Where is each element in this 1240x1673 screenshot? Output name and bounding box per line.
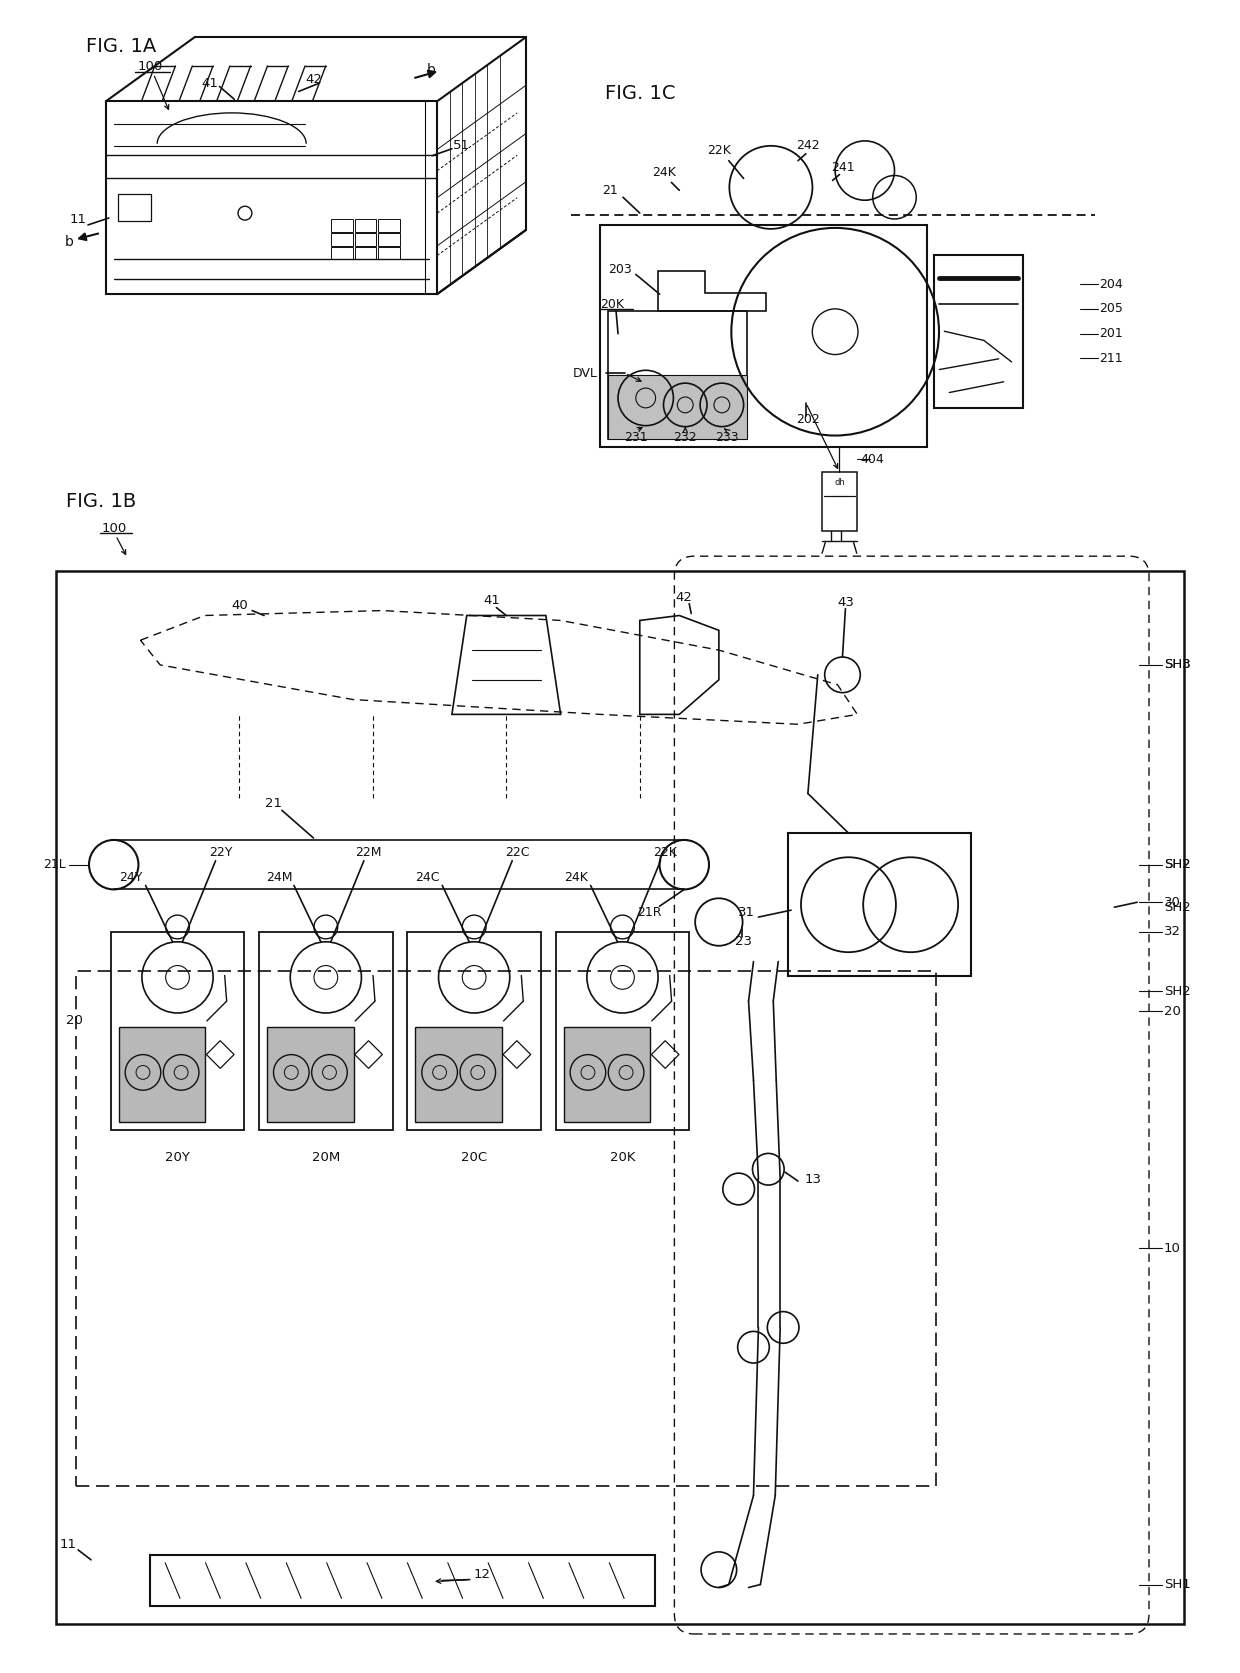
Text: 20K: 20K: [610, 1151, 635, 1164]
Text: 24K: 24K: [564, 872, 588, 883]
Text: 204: 204: [1100, 278, 1123, 291]
Text: SH2: SH2: [1164, 985, 1190, 997]
Text: 22M: 22M: [356, 847, 382, 860]
Bar: [355, 248, 376, 259]
Text: 231: 231: [624, 432, 647, 443]
Bar: [331, 248, 352, 259]
Bar: [118, 194, 151, 221]
Bar: [150, 1554, 655, 1606]
Text: 232: 232: [673, 432, 697, 443]
Text: FIG. 1B: FIG. 1B: [66, 492, 136, 512]
Bar: [259, 932, 393, 1129]
Bar: [822, 472, 857, 532]
Text: 21: 21: [265, 796, 283, 810]
Text: 20M: 20M: [311, 1151, 340, 1164]
Text: FIG. 1A: FIG. 1A: [86, 37, 156, 57]
Text: 21: 21: [603, 184, 618, 197]
Text: 100: 100: [102, 522, 126, 535]
Text: 24Y: 24Y: [119, 872, 143, 883]
Text: b: b: [428, 62, 436, 77]
Text: 11: 11: [69, 214, 87, 226]
Text: 21L: 21L: [43, 858, 66, 872]
Text: FIG. 1C: FIG. 1C: [605, 84, 676, 104]
Text: 242: 242: [796, 139, 820, 152]
Text: DVL: DVL: [573, 366, 598, 380]
Text: SH2: SH2: [1164, 900, 1190, 913]
Text: 24C: 24C: [415, 872, 440, 883]
Bar: [608, 375, 746, 440]
Bar: [110, 932, 244, 1129]
Text: SH2: SH2: [1164, 858, 1190, 872]
Text: 12: 12: [474, 1568, 490, 1581]
Text: dh: dh: [835, 478, 844, 487]
Text: SH2: SH2: [1164, 858, 1190, 872]
Bar: [600, 224, 926, 447]
Text: 22C: 22C: [505, 847, 529, 860]
Bar: [935, 254, 1023, 408]
Text: 100: 100: [138, 60, 162, 74]
Bar: [608, 311, 746, 440]
Text: b: b: [64, 234, 73, 249]
Text: 11: 11: [60, 1539, 77, 1551]
Text: 20Y: 20Y: [165, 1151, 190, 1164]
Text: 10: 10: [1164, 1241, 1180, 1255]
Bar: [331, 219, 352, 233]
Text: 205: 205: [1100, 303, 1123, 316]
Bar: [331, 233, 352, 246]
Text: 31: 31: [738, 905, 755, 918]
Text: 21R: 21R: [637, 905, 662, 918]
Bar: [408, 932, 541, 1129]
Text: 211: 211: [1100, 351, 1123, 365]
Text: 404: 404: [861, 453, 884, 465]
Text: 202: 202: [796, 413, 820, 427]
Bar: [378, 233, 401, 246]
Text: 203: 203: [608, 263, 632, 276]
Text: 241: 241: [831, 161, 854, 174]
Bar: [556, 932, 689, 1129]
Bar: [564, 1027, 651, 1123]
Bar: [415, 1027, 502, 1123]
Text: 30: 30: [1164, 895, 1180, 908]
Bar: [267, 1027, 353, 1123]
Bar: [76, 972, 936, 1486]
Text: 20: 20: [66, 1014, 83, 1027]
Bar: [355, 233, 376, 246]
Bar: [56, 570, 1184, 1624]
Text: 23: 23: [735, 935, 753, 949]
Bar: [119, 1027, 206, 1123]
Text: 20C: 20C: [461, 1151, 487, 1164]
Text: 42: 42: [305, 74, 322, 85]
Text: 233: 233: [715, 432, 739, 443]
Text: 24M: 24M: [265, 872, 293, 883]
Text: SH1: SH1: [1164, 1578, 1190, 1591]
Text: 32: 32: [1164, 925, 1180, 939]
Text: 24K: 24K: [652, 166, 677, 179]
Text: 43: 43: [837, 596, 854, 609]
Text: 22Y: 22Y: [208, 847, 232, 860]
Bar: [355, 219, 376, 233]
Text: SH3: SH3: [1164, 659, 1190, 671]
Text: 13: 13: [805, 1173, 821, 1186]
Text: 40: 40: [231, 599, 248, 612]
Text: 51: 51: [454, 139, 470, 152]
Text: 22K: 22K: [707, 144, 730, 157]
Text: 42: 42: [676, 591, 693, 604]
Text: 41: 41: [201, 77, 218, 90]
Text: SH3: SH3: [1164, 659, 1190, 671]
Bar: [378, 248, 401, 259]
Text: 201: 201: [1100, 328, 1123, 340]
Text: 20: 20: [1164, 1004, 1180, 1017]
Text: 20K: 20K: [600, 298, 624, 311]
Bar: [378, 219, 401, 233]
Bar: [789, 833, 971, 977]
Text: 22K: 22K: [653, 847, 677, 860]
Text: 41: 41: [484, 594, 500, 607]
